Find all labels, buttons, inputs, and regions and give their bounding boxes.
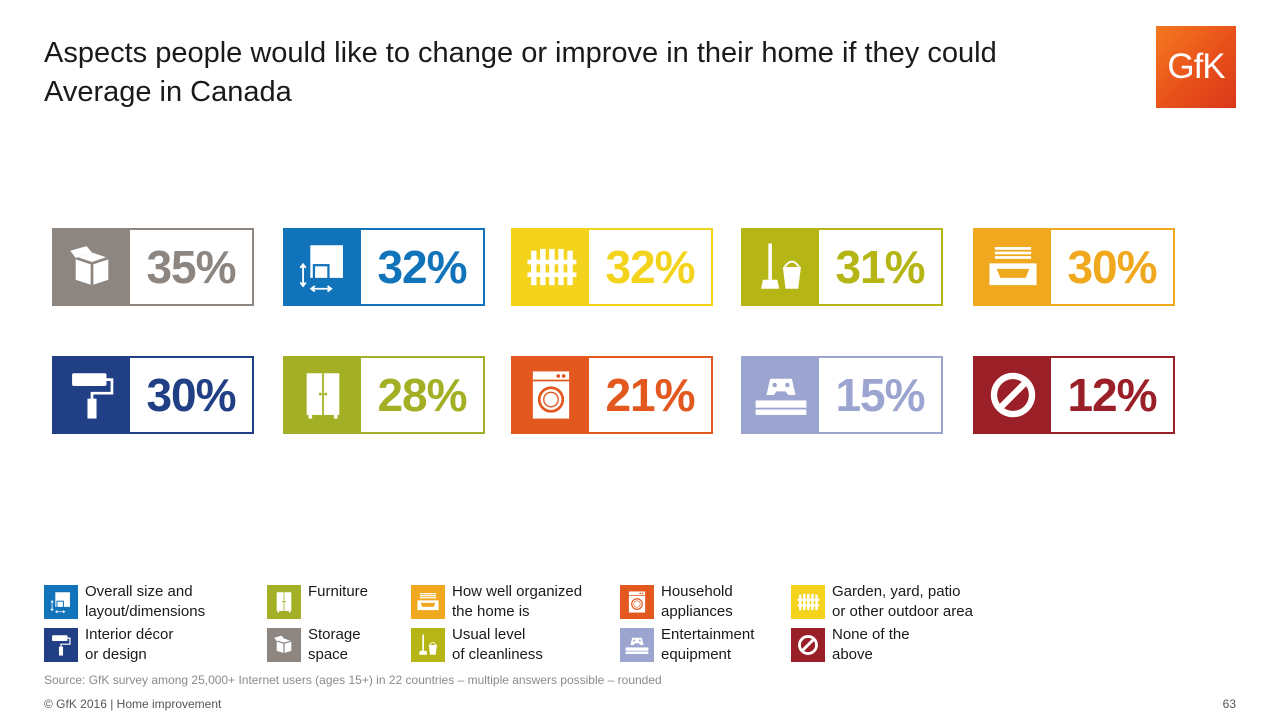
legend-swatch: [620, 628, 654, 662]
legend-label: Entertainment equipment: [661, 626, 755, 663]
drawer-icon: [989, 247, 1037, 286]
source-note: Source: GfK survey among 25,000+ Interne…: [44, 673, 662, 687]
tile-icon-box: [743, 230, 819, 304]
legend-item-entertainment: Entertainment equipment: [620, 625, 754, 665]
tile-icon-box: [975, 358, 1051, 432]
tile-entertainment: 15%: [741, 356, 943, 434]
tile-cleanliness: 31%: [741, 228, 943, 306]
paint-roller-icon: [52, 635, 71, 656]
tile-value: 35%: [146, 241, 236, 293]
legend-label: Usual level of cleanliness: [452, 626, 543, 663]
legend-swatch: [267, 628, 301, 662]
tile-icon-box: [54, 358, 130, 432]
legend-label: None of the above: [832, 626, 910, 663]
legend-label: Storage space: [308, 626, 361, 663]
legend-label: How well organized the home is: [452, 583, 583, 620]
game-console-icon: [625, 637, 649, 654]
legend-item-storage: Storage space: [267, 625, 361, 665]
legend-swatch: [791, 628, 825, 662]
legend-item-cleanliness: Usual level of cleanliness: [411, 625, 543, 665]
gfk-logo: GfK: [1156, 26, 1236, 108]
legend-item-none: None of the above: [791, 625, 910, 665]
tile-size: 32%: [283, 228, 485, 306]
mop-bucket-icon: [419, 634, 437, 655]
fence-icon: [527, 248, 577, 286]
legend-label: Interior décor or design: [85, 626, 174, 663]
prohibited-icon: [798, 635, 818, 655]
tile-garden: 32%: [511, 228, 713, 306]
tile-icon-box: [743, 358, 819, 432]
tile-decor: 30%: [52, 356, 254, 434]
mop-bucket-icon: [761, 243, 801, 289]
box-icon: [274, 635, 292, 654]
legend-swatch: [267, 585, 301, 619]
fence-icon: [797, 593, 820, 611]
page-title: Aspects people would like to change or i…: [44, 34, 997, 112]
floorplan-icon: [50, 592, 70, 614]
legend-label: Furniture: [308, 583, 369, 600]
floorplan-icon: [299, 245, 343, 293]
legend-swatch: [411, 585, 445, 619]
legend-label: Household appliances: [661, 583, 733, 620]
tile-value: 15%: [835, 369, 925, 421]
tile-icon-box: [285, 358, 361, 432]
tile-value: 12%: [1067, 369, 1157, 421]
tile-icon-box: [513, 230, 589, 304]
legend-swatch: [44, 585, 78, 619]
tile-value: 30%: [146, 369, 236, 421]
tile-storage: 35%: [52, 228, 254, 306]
legend-label: Overall size and layout/dimensions: [85, 583, 206, 620]
tile-icon-box: [513, 358, 589, 432]
tile-value: 28%: [377, 369, 467, 421]
tile-furniture: 28%: [283, 356, 485, 434]
washing-machine-icon: [628, 591, 646, 613]
drawer-icon: [417, 593, 439, 611]
tile-value: 21%: [605, 369, 695, 421]
legend-swatch: [791, 585, 825, 619]
title-line-1: Aspects people would like to change or i…: [44, 37, 997, 69]
game-console-icon: [755, 378, 807, 415]
title-line-2: Average in Canada: [44, 76, 292, 108]
tile-value: 32%: [605, 241, 695, 293]
legend-item-garden: Garden, yard, patio or other outdoor are…: [791, 582, 973, 622]
footer: © GfK 2016 | Home improvement: [44, 697, 222, 711]
legend-item-decor: Interior décor or design: [44, 625, 173, 665]
wardrobe-icon: [306, 373, 340, 419]
tile-appliances: 21%: [511, 356, 713, 434]
legend-item-appliances: Household appliances: [620, 582, 733, 622]
legend-swatch: [411, 628, 445, 662]
prohibited-icon: [990, 372, 1036, 418]
paint-roller-icon: [72, 373, 114, 419]
box-icon: [70, 246, 109, 286]
tile-icon-box: [285, 230, 361, 304]
legend-label: Garden, yard, patio or other outdoor are…: [832, 583, 973, 620]
tile-value: 32%: [377, 241, 467, 293]
legend-item-size: Overall size and layout/dimensions: [44, 582, 205, 622]
page-number: 63: [1222, 697, 1236, 711]
legend-item-organized: How well organized the home is: [411, 582, 582, 622]
legend-swatch: [620, 585, 654, 619]
tile-value: 31%: [835, 241, 925, 293]
tile-icon-box: [54, 230, 130, 304]
tile-none: 12%: [973, 356, 1175, 434]
legend-item-furniture: Furniture: [267, 582, 368, 619]
legend-swatch: [44, 628, 78, 662]
tile-icon-box: [975, 230, 1051, 304]
washing-machine-icon: [532, 371, 570, 419]
wardrobe-icon: [276, 592, 292, 613]
tile-organized: 30%: [973, 228, 1175, 306]
tile-value: 30%: [1067, 241, 1157, 293]
